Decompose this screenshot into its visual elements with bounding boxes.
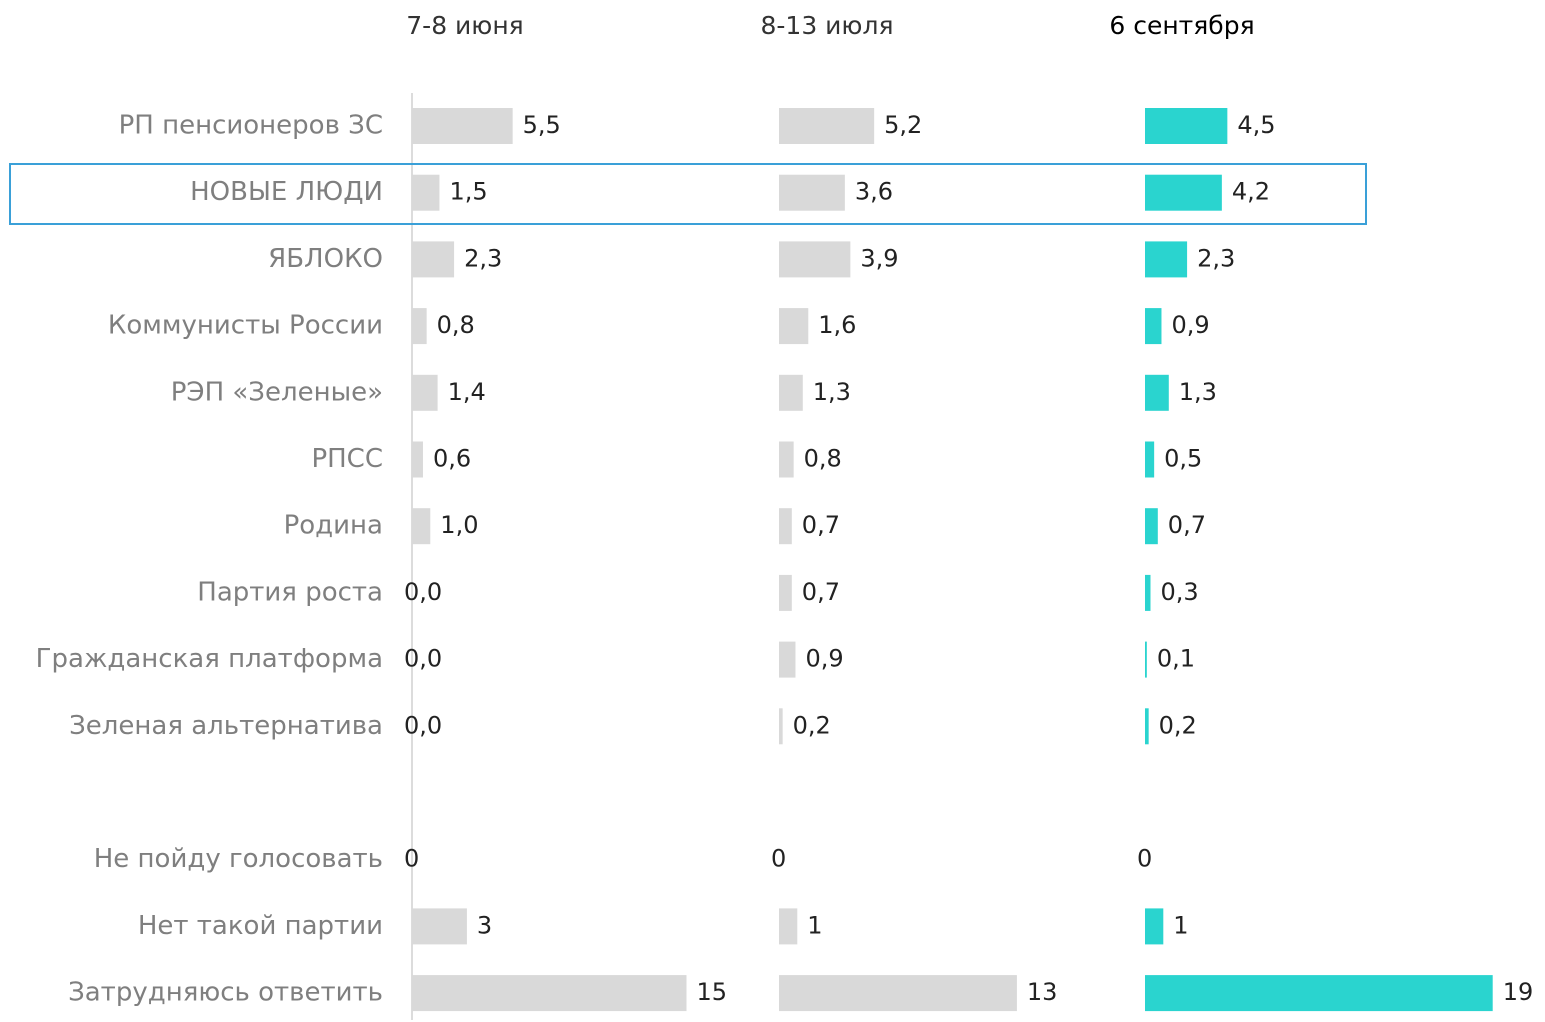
bar bbox=[779, 174, 845, 211]
bar bbox=[1145, 641, 1147, 678]
value-label: 1,6 bbox=[818, 311, 856, 339]
value-label: 1 bbox=[1173, 911, 1188, 939]
value-label: 0,2 bbox=[793, 711, 831, 739]
value-label: 0,7 bbox=[802, 578, 840, 606]
bar bbox=[1145, 108, 1228, 144]
value-label: 3,6 bbox=[855, 178, 893, 206]
bar bbox=[779, 641, 796, 678]
bar bbox=[779, 441, 794, 478]
value-label: 0,7 bbox=[1168, 511, 1206, 539]
value-label: 1,3 bbox=[813, 378, 851, 406]
value-label: 0,9 bbox=[1171, 311, 1209, 339]
bar bbox=[779, 908, 798, 945]
value-label: 1,0 bbox=[440, 511, 478, 539]
value-label: 0,5 bbox=[1164, 445, 1202, 473]
category-label: Гражданская платформа bbox=[36, 644, 383, 674]
bar bbox=[412, 241, 455, 278]
bar bbox=[779, 708, 783, 745]
value-label: 1 bbox=[807, 911, 822, 939]
category-label: Затрудняюсь ответить bbox=[68, 978, 383, 1008]
bar bbox=[1145, 441, 1155, 478]
value-label: 0 bbox=[1137, 845, 1152, 873]
category-label: НОВЫЕ ЛЮДИ bbox=[190, 177, 383, 207]
value-label: 13 bbox=[1027, 978, 1058, 1006]
bar bbox=[779, 975, 1017, 1012]
bar bbox=[779, 308, 809, 345]
category-label: ЯБЛОКО bbox=[268, 244, 383, 274]
value-label: 0 bbox=[771, 845, 786, 873]
value-label: 0,3 bbox=[1160, 578, 1198, 606]
value-label: 5,2 bbox=[884, 111, 922, 139]
category-label: РП пенсионеров ЗС bbox=[119, 111, 383, 141]
bar bbox=[1145, 508, 1158, 545]
value-label: 0,0 bbox=[404, 578, 442, 606]
bar bbox=[1145, 574, 1151, 611]
category-label: Коммунисты России bbox=[108, 311, 383, 341]
category-label: Не пойду голосовать bbox=[94, 844, 383, 874]
value-label: 0,2 bbox=[1159, 711, 1197, 739]
bar bbox=[1145, 908, 1164, 945]
bar bbox=[779, 241, 851, 278]
category-label: Родина bbox=[284, 511, 383, 541]
series-header: 6 сентября bbox=[1109, 11, 1254, 40]
bar bbox=[412, 174, 440, 211]
value-label: 4,5 bbox=[1237, 111, 1275, 139]
value-label: 5,5 bbox=[523, 111, 561, 139]
value-label: 0,1 bbox=[1157, 645, 1195, 673]
value-label: 0 bbox=[404, 845, 419, 873]
category-label: РЭП «Зеленые» bbox=[171, 377, 383, 407]
bar bbox=[1145, 241, 1188, 278]
value-label: 2,3 bbox=[1197, 244, 1235, 272]
bar bbox=[412, 308, 427, 345]
value-label: 1,5 bbox=[449, 178, 487, 206]
bar bbox=[779, 508, 792, 545]
bar bbox=[1145, 174, 1222, 211]
category-label: Нет такой партии bbox=[138, 911, 383, 941]
category-label: Зеленая альтернатива bbox=[69, 711, 383, 741]
bar bbox=[779, 574, 792, 611]
bar bbox=[412, 374, 438, 411]
value-label: 0,0 bbox=[404, 711, 442, 739]
bar bbox=[779, 374, 803, 411]
bar bbox=[1145, 308, 1162, 345]
bar bbox=[412, 108, 513, 144]
bar bbox=[1145, 708, 1149, 745]
value-label: 2,3 bbox=[464, 244, 502, 272]
bar bbox=[779, 108, 875, 144]
bar bbox=[412, 508, 431, 545]
value-label: 0,0 bbox=[404, 645, 442, 673]
bar bbox=[1145, 975, 1493, 1012]
value-label: 1,3 bbox=[1179, 378, 1217, 406]
value-label: 0,6 bbox=[433, 445, 471, 473]
value-label: 1,4 bbox=[448, 378, 486, 406]
value-label: 4,2 bbox=[1232, 178, 1270, 206]
series-header: 8-13 июля bbox=[761, 11, 894, 40]
series-header: 7-8 июня bbox=[406, 11, 523, 40]
value-label: 0,8 bbox=[804, 445, 842, 473]
value-label: 19 bbox=[1503, 978, 1534, 1006]
value-label: 15 bbox=[697, 978, 728, 1006]
value-label: 0,8 bbox=[437, 311, 475, 339]
bar bbox=[412, 441, 423, 478]
highlight-box bbox=[9, 163, 1367, 225]
bar bbox=[1145, 374, 1169, 411]
category-label: Партия роста bbox=[197, 577, 383, 607]
value-label: 0,9 bbox=[805, 645, 843, 673]
value-label: 3,9 bbox=[860, 244, 898, 272]
category-label: РПСС bbox=[311, 444, 383, 474]
bar bbox=[412, 908, 467, 945]
value-label: 0,7 bbox=[802, 511, 840, 539]
bar bbox=[412, 975, 687, 1012]
value-label: 3 bbox=[477, 911, 492, 939]
